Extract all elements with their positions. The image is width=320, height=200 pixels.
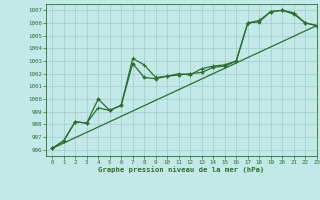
X-axis label: Graphe pression niveau de la mer (hPa): Graphe pression niveau de la mer (hPa) <box>99 167 265 173</box>
